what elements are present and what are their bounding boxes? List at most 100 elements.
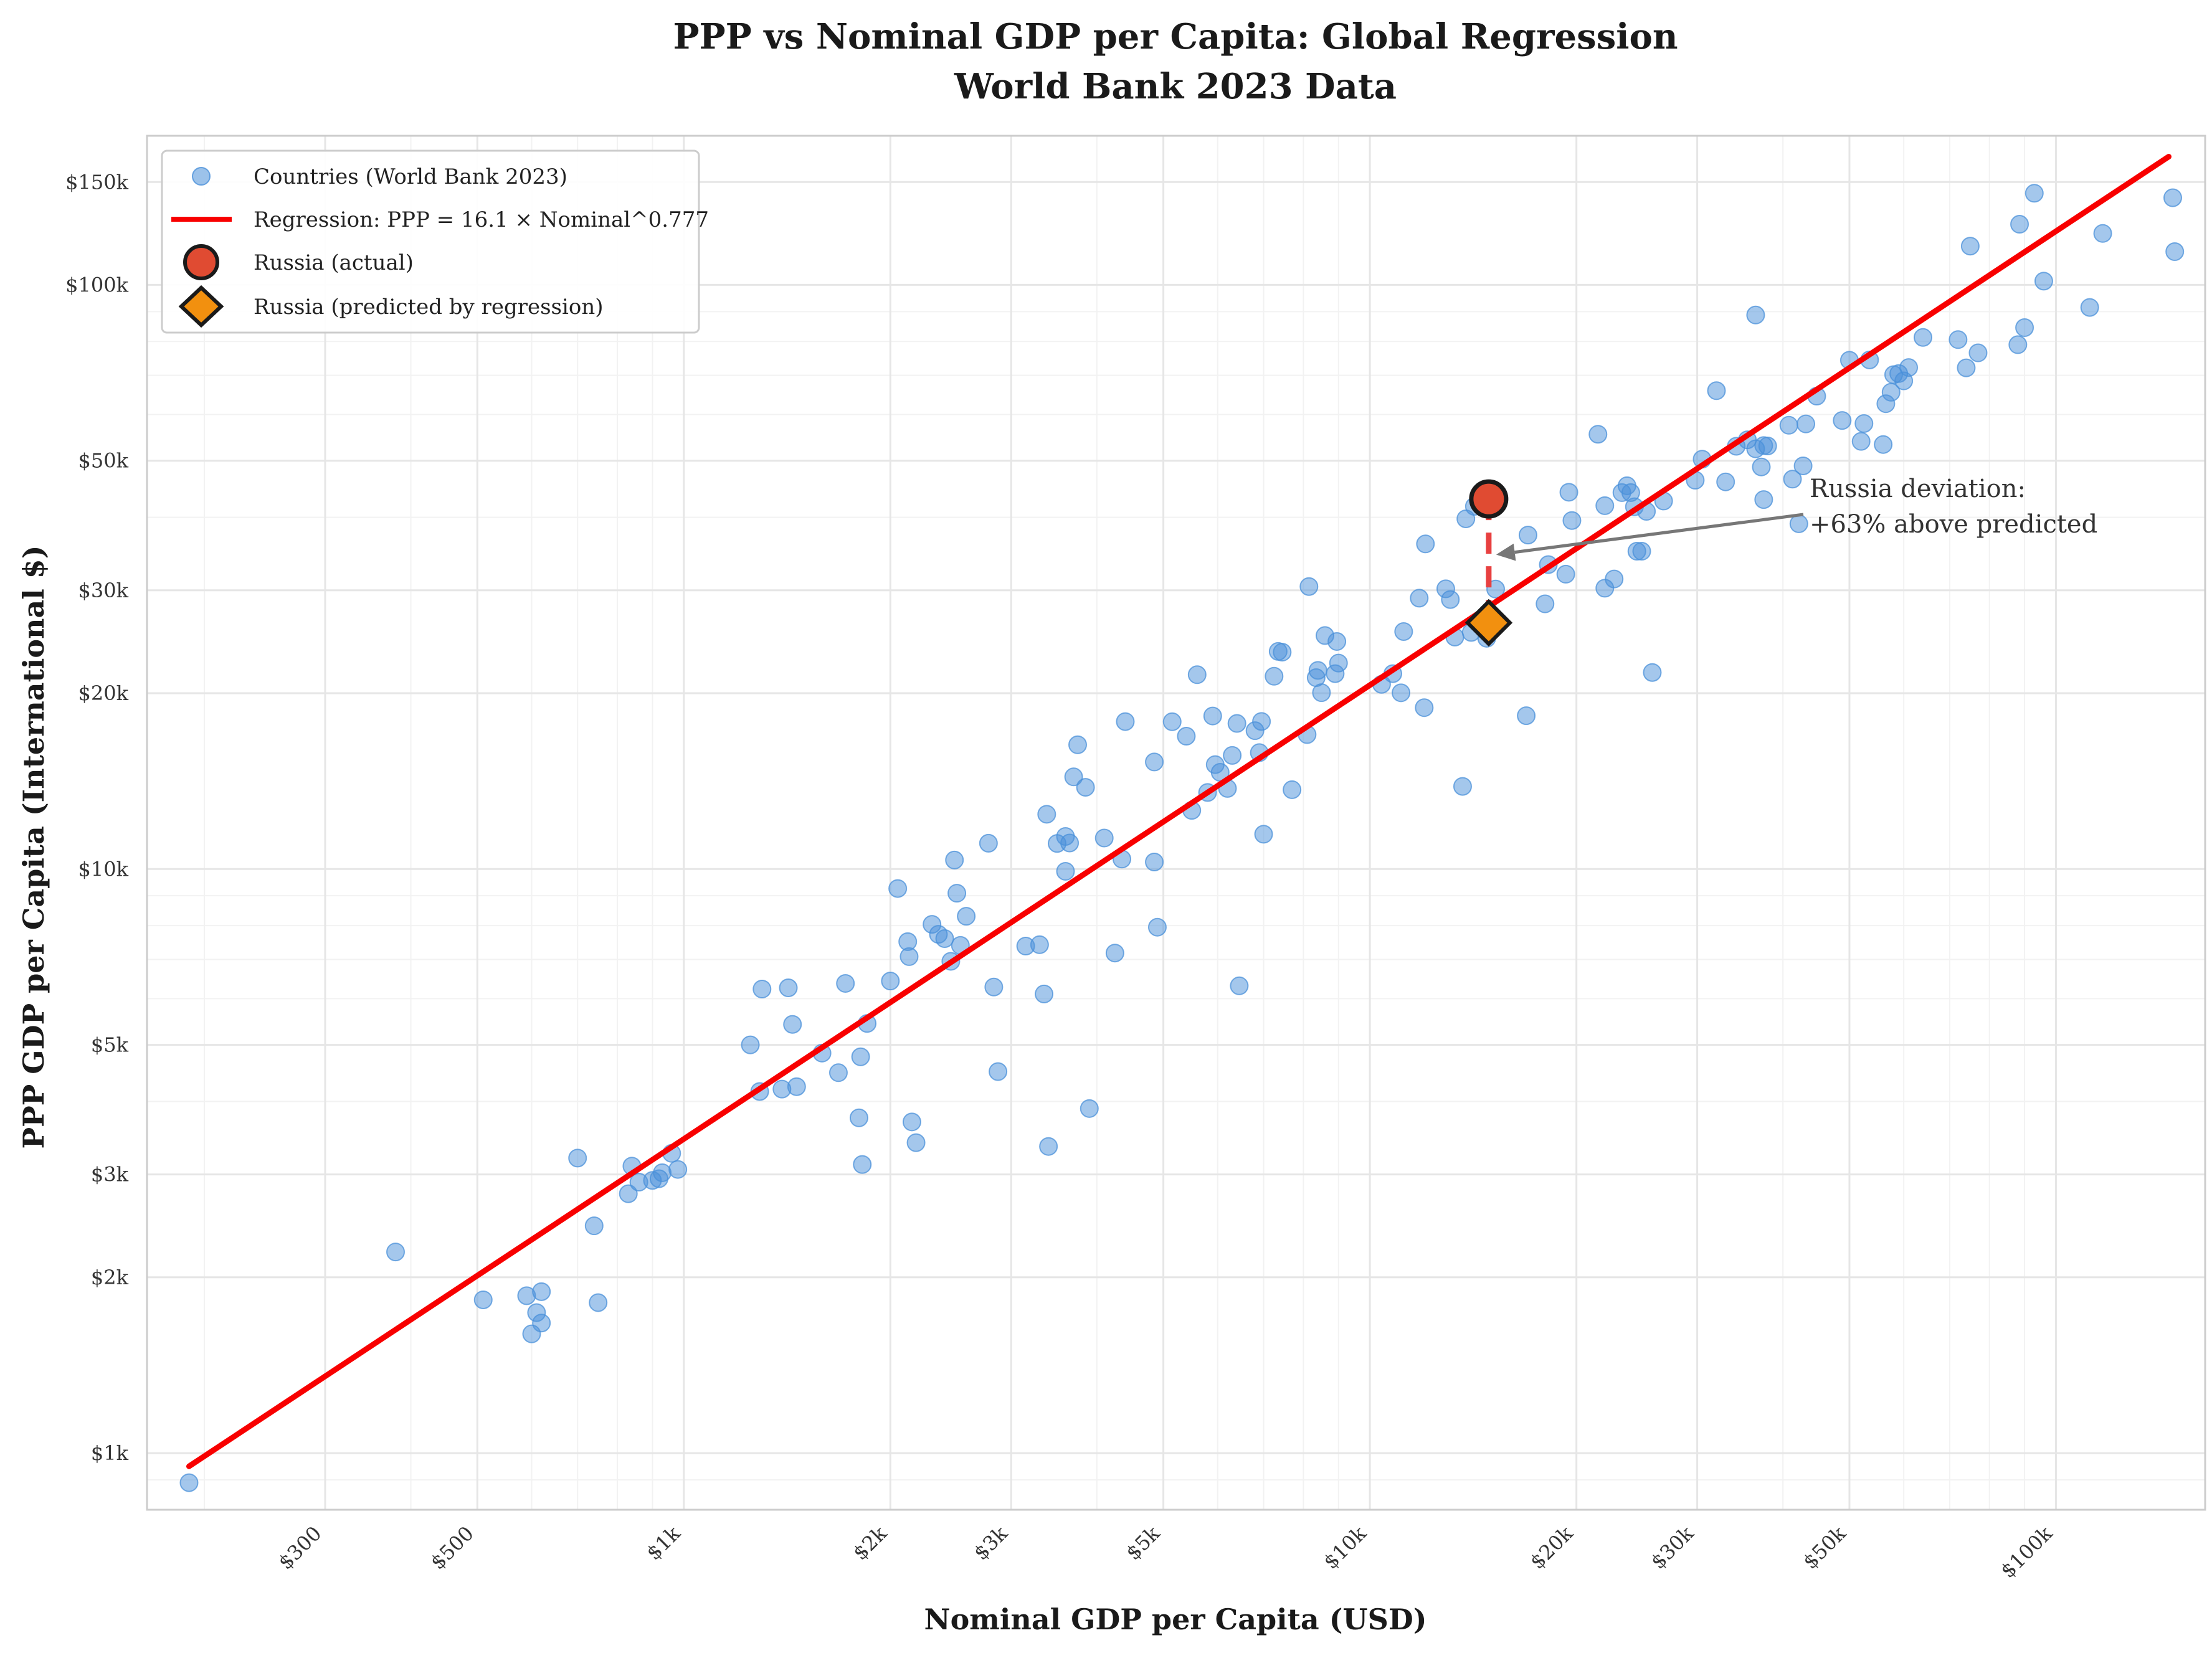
plot-area xyxy=(179,154,2185,1492)
annotation-arrow xyxy=(1514,513,1804,554)
data-point xyxy=(900,947,919,966)
data-point xyxy=(619,1184,638,1203)
data-point xyxy=(1758,436,1777,455)
data-point xyxy=(2025,184,2044,203)
data-point xyxy=(1392,683,1411,703)
data-point xyxy=(1230,976,1249,995)
data-point xyxy=(853,1155,872,1174)
data-point xyxy=(1854,414,1874,433)
data-point xyxy=(1223,746,1242,765)
legend-marker-russia-predicted xyxy=(178,285,224,328)
data-point xyxy=(1030,935,1049,954)
data-point xyxy=(947,884,967,903)
y-tick-label: $100k xyxy=(65,273,128,296)
data-point xyxy=(2080,298,2099,317)
russia-predicted-marker xyxy=(1464,599,1513,647)
data-point xyxy=(787,1077,806,1096)
data-point xyxy=(1187,665,1207,684)
data-point xyxy=(1441,590,1460,609)
y-tick-label: $10k xyxy=(78,857,129,881)
data-point xyxy=(1556,564,1575,584)
y-tick-label: $3k xyxy=(91,1163,129,1186)
data-point xyxy=(1145,853,1164,872)
data-point xyxy=(1076,778,1095,797)
data-point xyxy=(984,977,1004,997)
data-point xyxy=(2163,188,2182,207)
data-point xyxy=(1068,735,1088,754)
data-point xyxy=(906,1133,926,1152)
data-point xyxy=(1789,514,1808,533)
data-point xyxy=(1793,456,1813,475)
data-point xyxy=(584,1216,604,1236)
x-axis-label: Nominal GDP per Capita (USD) xyxy=(924,1603,1427,1636)
annotation-arrowhead xyxy=(1496,543,1516,561)
data-point xyxy=(1039,1137,1058,1156)
data-point xyxy=(1716,472,1735,491)
data-point xyxy=(902,1112,921,1132)
data-point xyxy=(1037,805,1056,824)
data-point xyxy=(1752,457,1771,476)
data-point xyxy=(957,907,976,926)
data-point xyxy=(1227,714,1246,733)
data-point xyxy=(1094,828,1114,848)
data-point xyxy=(1162,712,1182,731)
data-point xyxy=(851,1047,870,1066)
data-point xyxy=(881,972,900,991)
legend-marker-countries xyxy=(192,167,211,186)
data-point xyxy=(783,1015,802,1034)
y-tick-label: $1k xyxy=(91,1441,129,1465)
data-point xyxy=(1116,712,1135,731)
data-point xyxy=(568,1149,587,1168)
data-point xyxy=(1517,706,1536,726)
data-point xyxy=(1833,411,1852,430)
data-point xyxy=(1283,780,1302,799)
data-point xyxy=(1415,698,1434,718)
data-point xyxy=(1754,490,1773,509)
data-point xyxy=(1327,632,1347,651)
chart-subtitle: World Bank 2023 Data xyxy=(954,66,1397,107)
data-point xyxy=(1105,944,1124,963)
y-tick-label: $150k xyxy=(65,170,128,194)
data-point xyxy=(1056,861,1075,881)
data-point xyxy=(1914,328,1933,347)
data-point xyxy=(653,1163,672,1182)
data-point xyxy=(1562,511,1582,530)
data-point xyxy=(1177,727,1196,746)
data-point xyxy=(1643,663,1662,682)
data-point xyxy=(1746,305,1765,324)
data-point xyxy=(386,1243,406,1262)
data-point xyxy=(1060,833,1080,853)
data-point xyxy=(1874,435,1893,454)
data-point xyxy=(2165,242,2185,262)
data-point xyxy=(2015,318,2034,338)
y-tick-label: $2k xyxy=(91,1266,129,1289)
data-point xyxy=(1273,643,1292,662)
data-point xyxy=(1394,622,1413,641)
data-point xyxy=(1968,343,1988,362)
data-point xyxy=(1957,358,1976,377)
data-point xyxy=(888,879,908,898)
data-point xyxy=(1779,415,1798,435)
legend-marker-russia-actual xyxy=(183,244,219,280)
data-point xyxy=(1080,1099,1099,1118)
regression-line xyxy=(186,154,2172,1469)
data-point xyxy=(473,1290,493,1309)
data-point xyxy=(989,1062,1008,1081)
legend-label-russia-predicted: Russia (predicted by regression) xyxy=(254,295,603,320)
data-point xyxy=(1851,432,1871,451)
chart-title: PPP vs Nominal GDP per Capita: Global Re… xyxy=(673,16,1678,57)
data-point xyxy=(1265,666,1284,686)
annotation: Russia deviation: +63% above predicted xyxy=(1496,475,2097,561)
data-point xyxy=(2010,215,2029,234)
y-tick-label: $50k xyxy=(78,449,129,473)
data-point xyxy=(1595,496,1615,515)
data-point xyxy=(935,929,954,949)
data-point xyxy=(752,980,772,999)
y-tick-label: $20k xyxy=(78,681,129,705)
data-point xyxy=(179,1473,199,1492)
legend-frame xyxy=(161,149,700,334)
data-point xyxy=(1797,414,1816,433)
data-point xyxy=(945,850,964,869)
data-point xyxy=(836,973,855,993)
